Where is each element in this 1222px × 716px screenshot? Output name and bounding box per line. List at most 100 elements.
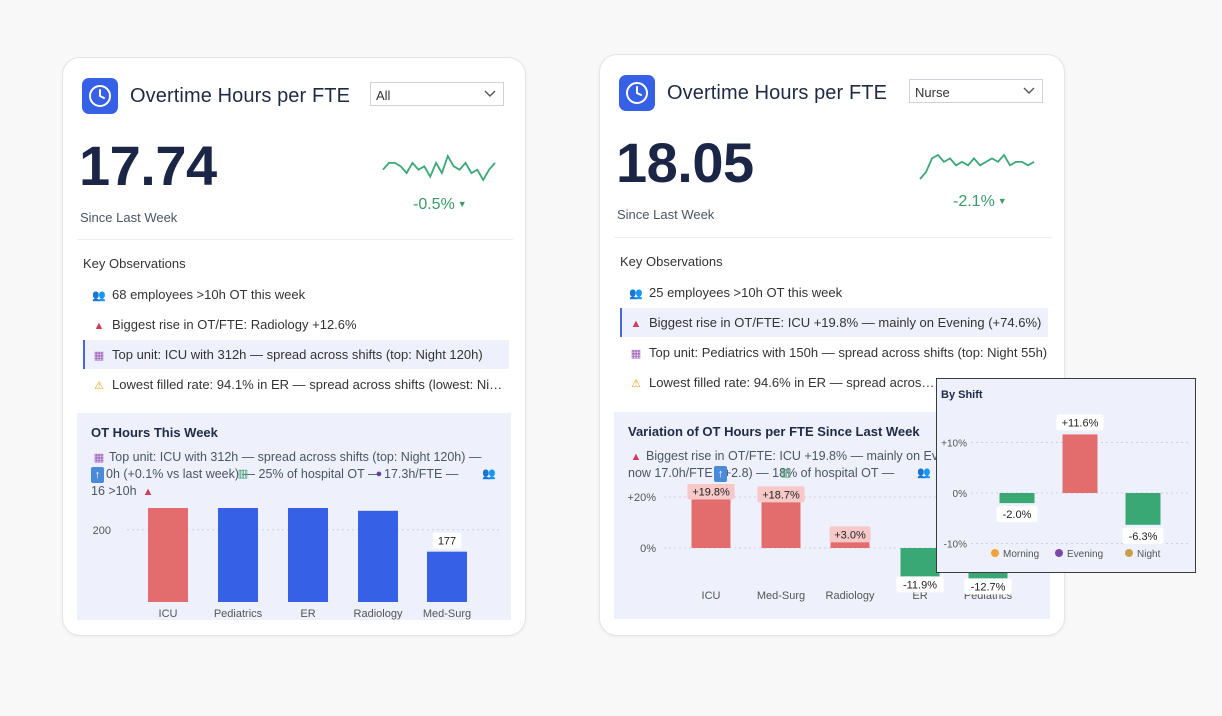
kpi-card-all: Overtime Hours per FTE All 17.74 Since L… [62, 57, 526, 636]
data-label: -6.3% [1129, 531, 1158, 543]
x-tick-label: Radiology [354, 608, 403, 620]
people-icon: 👥 [629, 288, 643, 300]
data-label-bg [687, 484, 735, 500]
bar [427, 551, 467, 602]
key-observations-title: Key Observations [83, 256, 186, 271]
data-label-bg [829, 526, 871, 543]
triangle-up-icon: ▲ [630, 451, 642, 463]
key-observations-title: Key Observations [620, 254, 723, 269]
card-header: Overtime Hours per FTE All [82, 78, 512, 114]
siren-icon: ▲ [142, 486, 154, 498]
people-icon: 👥 [92, 290, 106, 302]
sparkline-line [382, 153, 496, 182]
card-header: Overtime Hours per FTE Nurse [619, 75, 1049, 111]
x-tick-label: Pediatrics [214, 608, 263, 620]
data-label: 177 [438, 536, 456, 548]
data-label-bg [757, 486, 805, 503]
warning-icon: ⚠ [631, 378, 641, 390]
observation-item[interactable]: 👥 25 employees >10h OT this week [629, 285, 843, 300]
chevron-down-icon [1023, 87, 1035, 94]
observation-item[interactable]: ⚠ Lowest filled rate: 94.6% in ER — sprea… [620, 368, 936, 397]
bar [830, 540, 870, 548]
observation-item[interactable]: ▲ Biggest rise in OT/FTE: Radiology +12.6… [83, 310, 509, 339]
x-tick-label: Med-Surg [757, 590, 805, 602]
role-filter-select[interactable]: Nurse [909, 79, 1043, 103]
triangle-up-icon: ▲ [630, 318, 642, 330]
data-label: -12.7% [971, 581, 1006, 593]
people-icon: 👥 [482, 468, 496, 480]
y-tick-label: +10% [941, 439, 967, 450]
person-icon: ● [375, 468, 383, 480]
bar [288, 508, 328, 602]
chevron-down-icon [484, 90, 496, 97]
data-label: +19.8% [692, 487, 730, 499]
kpi-value: 17.74 [79, 134, 217, 197]
bar [761, 500, 801, 548]
data-label-bg [896, 576, 944, 593]
legend-label: Morning [1003, 549, 1039, 560]
observation-item[interactable]: ▦ Top unit: Pediatrics with 150h — spread… [620, 338, 1048, 367]
triangle-down-icon: ▼ [457, 199, 467, 209]
role-filter-select[interactable]: All [370, 82, 504, 106]
observation-item[interactable]: ⚠ Lowest filled rate: 94.1% in ER — sprea… [83, 370, 509, 399]
people-icon: 👥 [917, 467, 931, 479]
ot-hours-bar-chart: 300250200ICU312Pediatrics284ER268Radiolo… [93, 508, 501, 620]
legend-label: Evening [1067, 549, 1103, 560]
divider [77, 239, 513, 240]
y-tick-label: 0% [953, 489, 968, 500]
building-icon: ▦ [93, 350, 105, 362]
card-title: Overtime Hours per FTE [130, 85, 351, 107]
bar [358, 510, 398, 602]
bar [1062, 434, 1098, 493]
data-label: +3.0% [834, 529, 866, 541]
clock-icon [82, 78, 118, 114]
bar [999, 493, 1035, 504]
role-filter-value: Nurse [915, 85, 950, 100]
y-tick-label: 0% [640, 543, 656, 555]
y-tick-label: 200 [93, 525, 111, 537]
kpi-value: 18.05 [616, 131, 754, 194]
evening-icon [1055, 549, 1063, 557]
data-label-bg [1056, 414, 1104, 431]
trend-sparkline [919, 153, 1035, 180]
panel-description: ▦ Top unit: ICU with 312h — spread across… [91, 450, 496, 498]
by-shift-tooltip: By Shift +10% 0% -10% -2.0% +11.6% -6.3% Morni… [936, 378, 1196, 573]
x-tick-label: ICU [702, 590, 721, 602]
x-tick-label: ER [300, 608, 315, 620]
legend-label: Night [1137, 549, 1161, 560]
bar-chart-icon: ▥ [237, 468, 249, 480]
since-label: Since Last Week [617, 207, 715, 222]
ot-hours-panel: OT Hours This Week ▦ Top unit: ICU with 3… [77, 413, 511, 620]
warning-icon: ⚠ [94, 380, 104, 392]
arrow-up-icon: ↑ [714, 466, 727, 482]
data-label-bg [432, 532, 462, 549]
data-label: +18.7% [762, 489, 800, 501]
y-tick-label: -10% [944, 540, 967, 551]
data-label-bg [996, 506, 1038, 523]
x-tick-label: ICU [159, 608, 178, 620]
by-shift-bar-chart: +10% 0% -10% -2.0% +11.6% -6.3% Morning Evening… [941, 414, 1191, 560]
panel-description: ▲ Biggest rise in OT/FTE: ICU +19.8% — ma… [628, 449, 955, 482]
role-filter-value: All [376, 88, 391, 103]
data-label: -2.0% [1003, 509, 1032, 521]
data-label: +11.6% [1062, 417, 1099, 429]
observation-item[interactable]: 👥 68 employees >10h OT this week [92, 287, 306, 302]
observation-item[interactable]: ▦ Top unit: ICU with 312h — spread across… [83, 340, 509, 369]
arrow-up-icon: ↑ [91, 467, 104, 483]
delta-value: -2.1% ▼ [953, 193, 1007, 210]
triangle-up-icon: ▲ [93, 320, 105, 332]
panel-title: OT Hours This Week [91, 425, 218, 440]
divider [614, 237, 1052, 238]
bar [691, 497, 731, 548]
clock-icon [619, 75, 655, 111]
morning-icon [991, 549, 999, 557]
card-title: Overtime Hours per FTE [667, 82, 888, 104]
bar [900, 548, 940, 579]
bar [218, 508, 258, 602]
trend-sparkline [382, 153, 496, 182]
bar-chart-icon: ▥ [780, 467, 792, 479]
bar [1125, 493, 1161, 525]
observation-item[interactable]: ▲ Biggest rise in OT/FTE: ICU +19.8% — ma… [620, 308, 1048, 337]
data-label-bg [1122, 527, 1164, 544]
night-icon [1125, 549, 1133, 557]
